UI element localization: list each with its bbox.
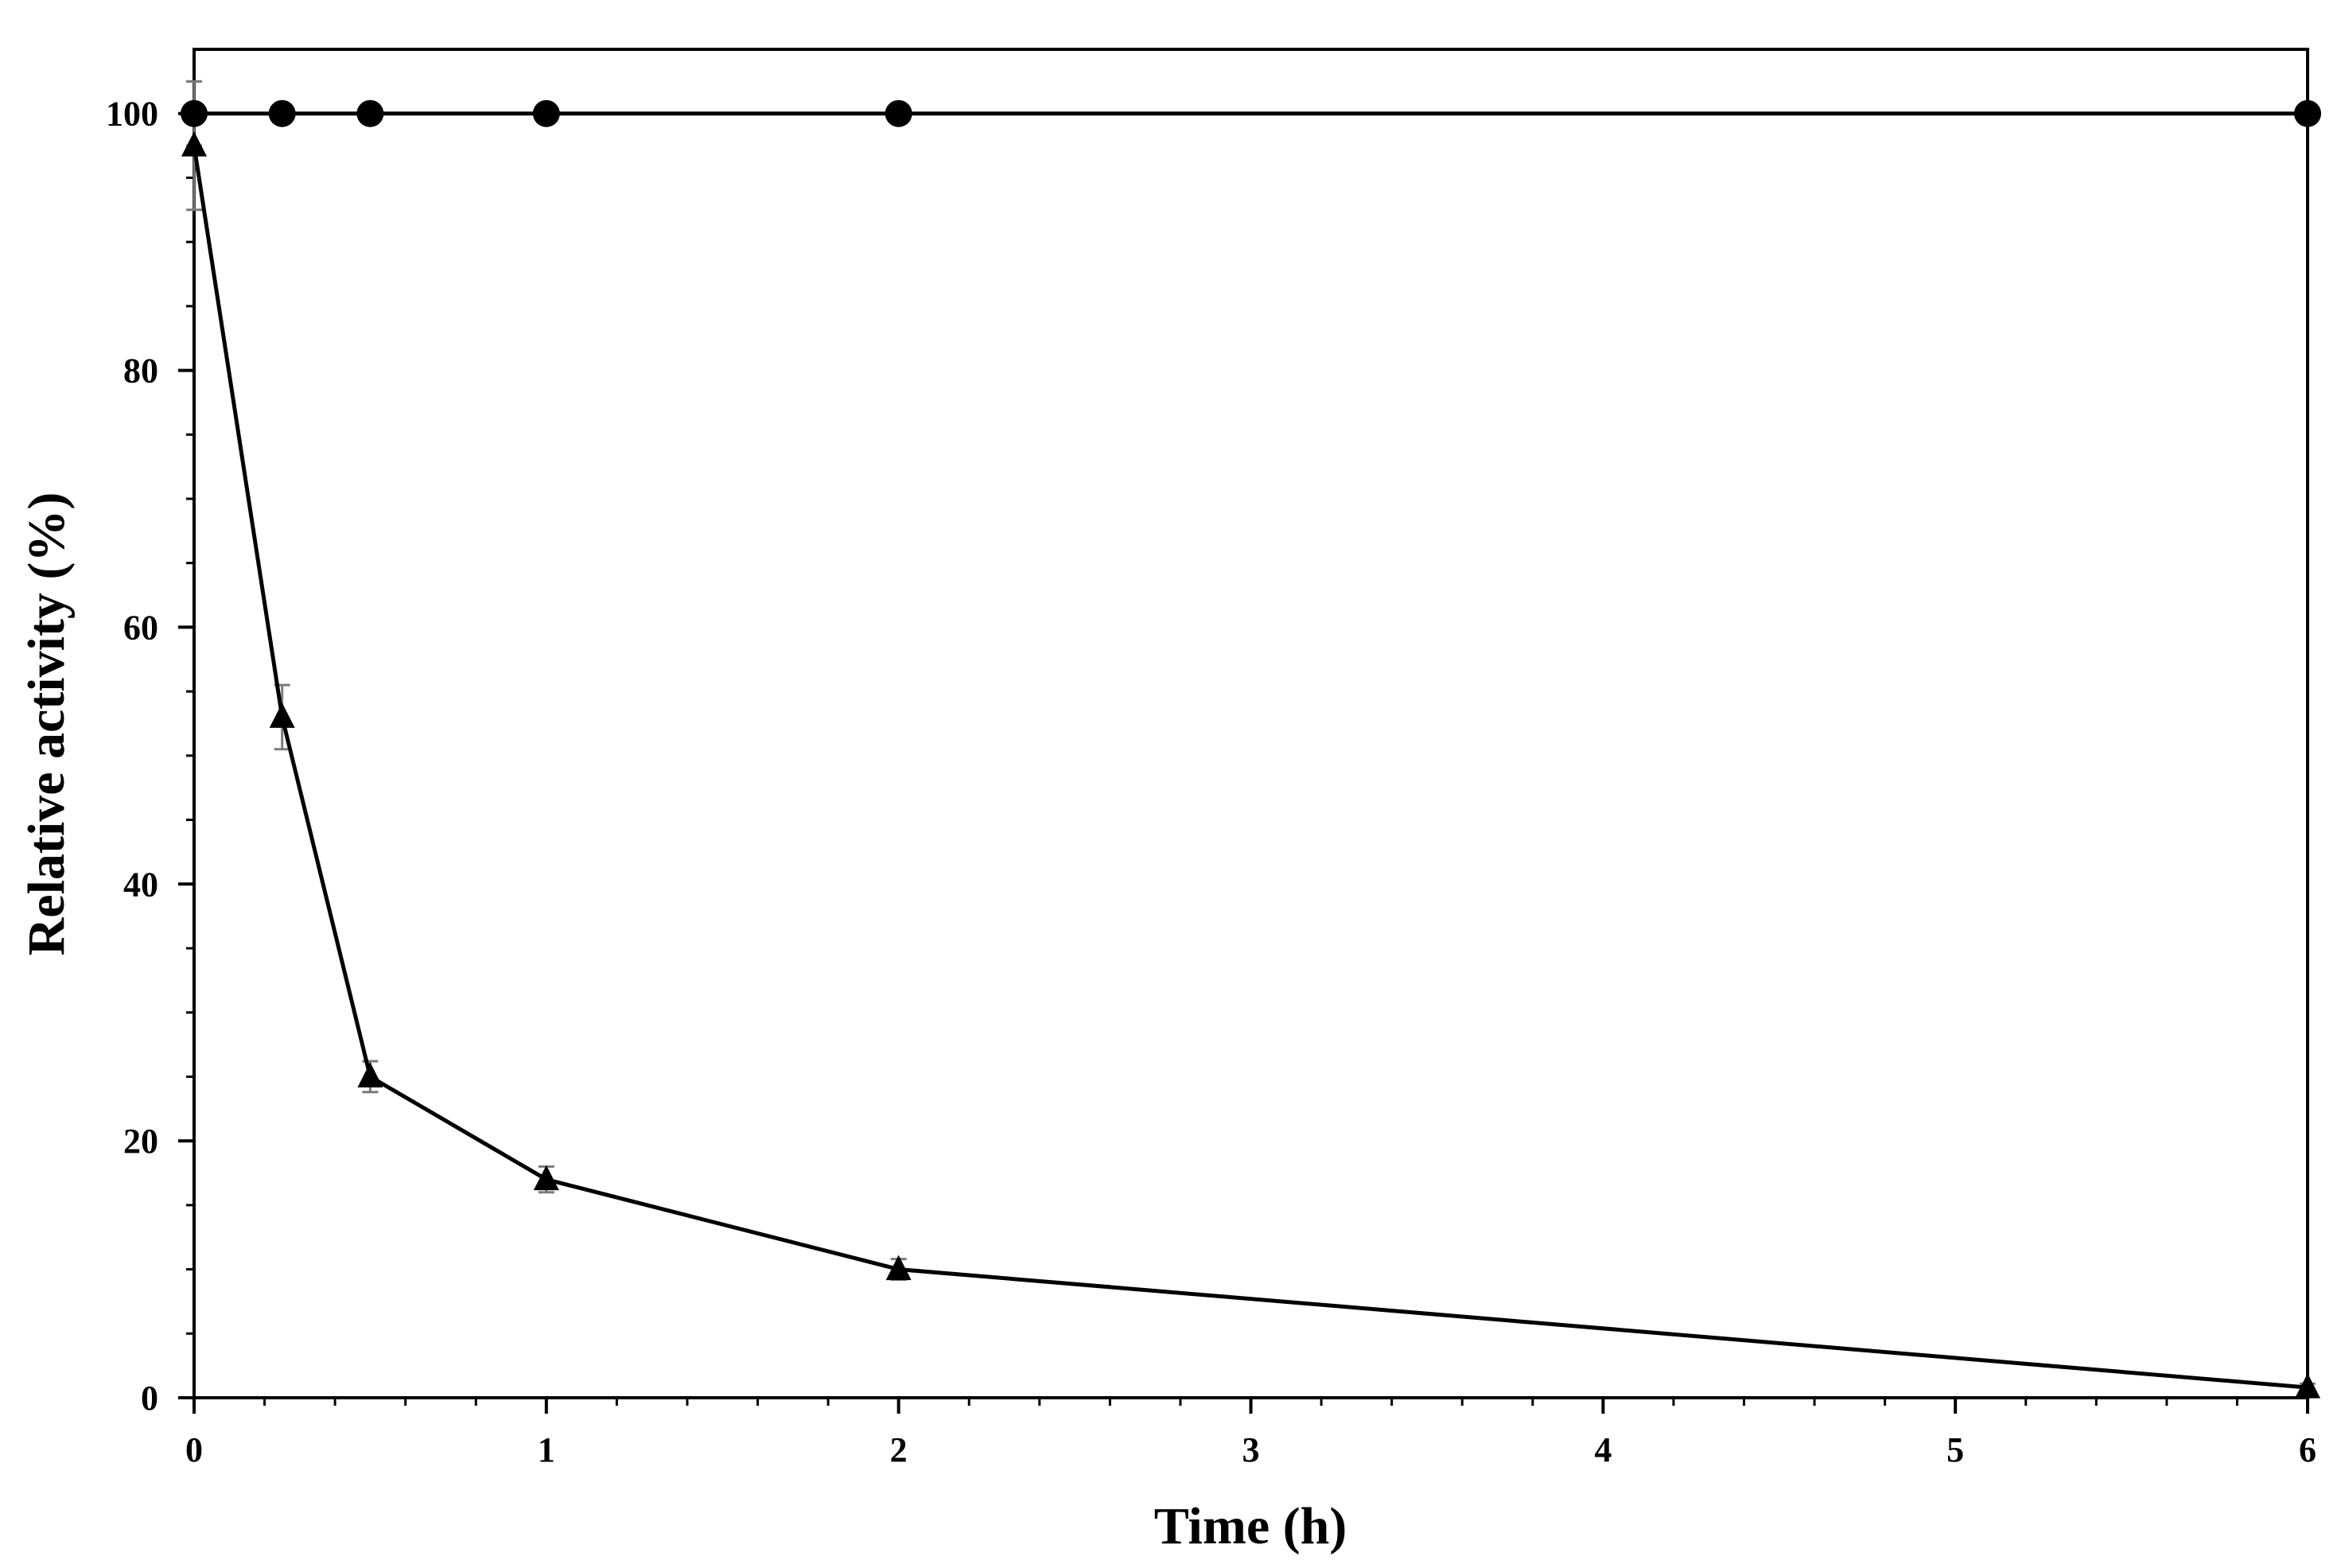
x-tick-label: 3 — [1242, 1430, 1260, 1469]
x-tick-label: 6 — [2299, 1430, 2316, 1469]
data-point-circle — [2294, 99, 2321, 127]
data-point-triangle — [269, 702, 295, 728]
data-point-circle — [356, 99, 384, 127]
data-point-circle — [532, 99, 560, 127]
x-tick-label: 1 — [538, 1430, 555, 1469]
data-point-triangle — [533, 1165, 559, 1191]
data-point-circle — [885, 99, 912, 127]
series-lines — [192, 111, 2308, 1390]
series-triangle-line — [192, 145, 2308, 1390]
x-tick-label: 5 — [1946, 1430, 1964, 1469]
y-tick-label: 0 — [141, 1379, 158, 1418]
y-tick-label: 60 — [123, 608, 158, 647]
y-axis-title: Relative activity (%) — [18, 492, 76, 956]
data-point-circle — [268, 99, 296, 127]
error-bars — [186, 80, 2316, 1393]
data-point-circle — [181, 99, 208, 127]
y-tick-label: 80 — [123, 352, 158, 391]
axis-ticks — [178, 111, 2309, 1414]
series-markers — [181, 99, 2321, 1399]
data-point-triangle — [2295, 1373, 2320, 1399]
plot-frame — [192, 48, 2309, 1399]
y-tick-label: 20 — [123, 1122, 158, 1161]
y-tick-label: 40 — [123, 865, 158, 904]
data-point-triangle — [885, 1255, 912, 1281]
data-point-triangle — [357, 1062, 383, 1087]
data-point-triangle — [181, 131, 207, 157]
x-axis-title: Time (h) — [1154, 1497, 1348, 1555]
y-tick-label: 100 — [106, 95, 158, 134]
x-tick-label: 0 — [185, 1430, 203, 1469]
x-tick-label: 4 — [1594, 1430, 1612, 1469]
x-tick-label: 2 — [890, 1430, 908, 1469]
